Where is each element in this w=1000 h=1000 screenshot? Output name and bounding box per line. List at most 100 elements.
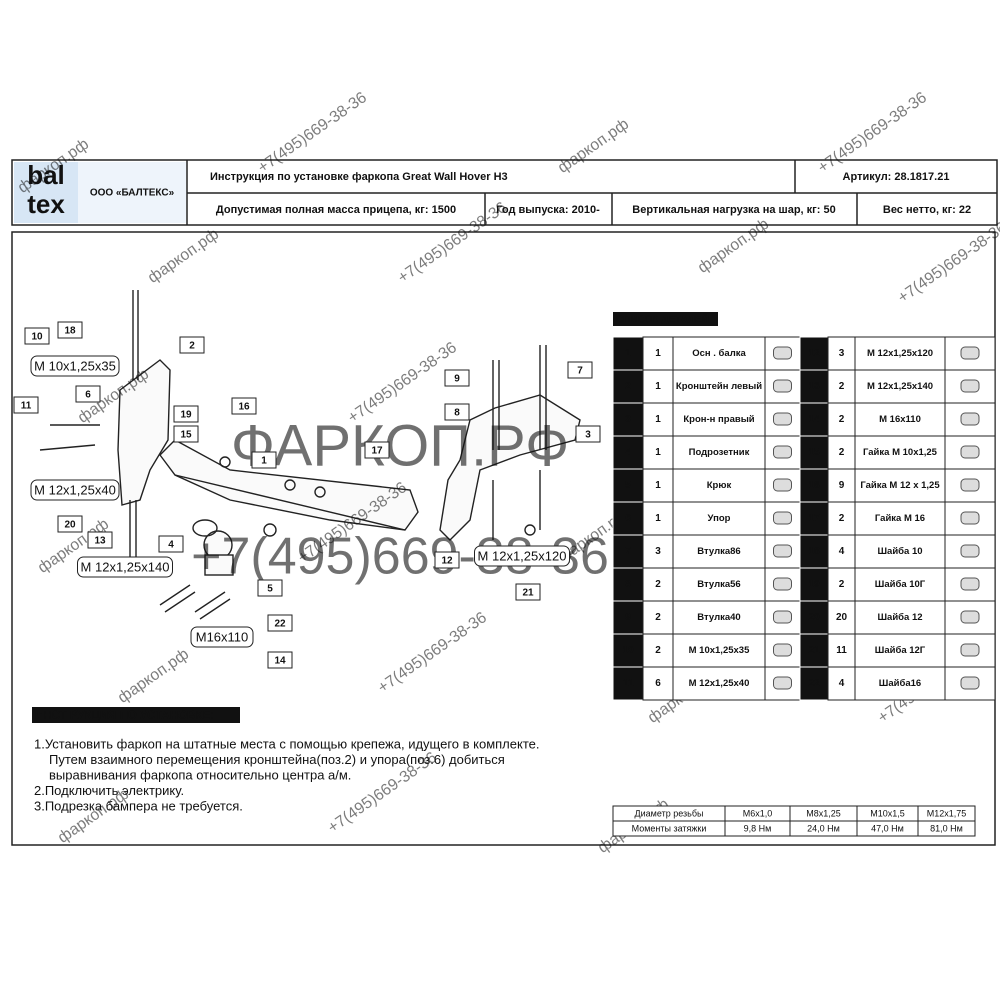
part-icon xyxy=(960,445,980,459)
part-name: Крюк xyxy=(707,480,732,491)
part-position: 3 xyxy=(625,414,631,425)
spec: Вес нетто, кг: 22 xyxy=(883,204,971,216)
part-name: Шайба 12 xyxy=(877,612,922,623)
part-quantity: 1 xyxy=(655,381,661,392)
part-quantity: 2 xyxy=(655,645,661,656)
row-cell xyxy=(642,402,801,437)
part-name: М 10х1,25х35 xyxy=(689,645,750,656)
callout-box xyxy=(251,451,277,469)
watermark: +7(495)669-38-36 xyxy=(375,609,490,697)
part-quantity: 20 xyxy=(836,612,848,623)
part-name: Втулка40 xyxy=(697,612,740,623)
pos-cell xyxy=(612,336,644,371)
part-name: Гайка М 10х1,25 xyxy=(863,447,938,458)
size-label: М 12х1,25х120 xyxy=(478,548,567,563)
instructions-heading-bg xyxy=(32,707,240,723)
part-name: Упор xyxy=(708,513,731,524)
part-quantity: 2 xyxy=(839,414,845,425)
part-position: 22 xyxy=(808,678,820,689)
part-position: 2 xyxy=(625,381,631,392)
pos-cell xyxy=(799,501,829,536)
part-icon xyxy=(773,676,792,690)
logo-text: bal xyxy=(27,160,65,190)
instruction-line: выравнивания фаркопа относительно центра… xyxy=(49,767,351,782)
part-quantity: 2 xyxy=(839,513,845,524)
watermark-big: ФАРКОП.РФ xyxy=(231,413,569,478)
callout-box xyxy=(434,551,460,569)
callout-number: 16 xyxy=(238,402,250,413)
size-label: М 12х1,25х40 xyxy=(34,482,116,497)
part-quantity: 1 xyxy=(655,513,661,524)
callout-number: 3 xyxy=(585,430,591,441)
part-position: 8 xyxy=(625,579,631,590)
part-icon xyxy=(773,445,792,459)
logo-text: tex xyxy=(27,189,65,219)
callout-number: 8 xyxy=(454,408,460,419)
part-position: 1 xyxy=(625,348,631,359)
part-icon xyxy=(960,544,980,558)
torque-text: 47,0 Нм xyxy=(871,823,904,833)
callout-box xyxy=(515,583,541,601)
torque-text: М12х1,75 xyxy=(927,808,967,818)
part-quantity: 2 xyxy=(839,447,845,458)
part-quantity: 2 xyxy=(839,381,845,392)
callout-box xyxy=(231,397,257,415)
pos-cell xyxy=(612,666,644,701)
part-icon xyxy=(773,610,792,624)
callout-box xyxy=(267,614,293,632)
callout-number: 9 xyxy=(454,374,460,385)
part-name: Гайка М 16 xyxy=(875,513,925,524)
watermark: фаркоп.рф xyxy=(145,226,222,287)
part-icon xyxy=(960,412,980,426)
callout-box xyxy=(87,531,113,549)
callout-number: 17 xyxy=(371,446,383,457)
callout-box xyxy=(57,515,83,533)
part-position: 19 xyxy=(808,579,820,590)
part-quantity: 2 xyxy=(839,579,845,590)
instruction-line: 2.Подключить электрику. xyxy=(34,783,184,798)
callout-number: 21 xyxy=(522,588,534,599)
part-icon xyxy=(960,643,980,657)
part-position: 13 xyxy=(808,381,820,392)
callout-number: 6 xyxy=(85,390,91,401)
part-position: 4 xyxy=(625,447,631,458)
part-position: 15 xyxy=(808,447,820,458)
part-name: Подрозетник xyxy=(689,447,750,458)
company-name: ООО «БАЛТЕКС» xyxy=(90,188,175,199)
part-quantity: 1 xyxy=(655,414,661,425)
part-name: М 12х1,25х140 xyxy=(867,381,933,392)
watermark: +7(495)669-38-36 xyxy=(255,89,370,177)
part-name: Шайба16 xyxy=(879,678,921,689)
watermark: +7(495)669-38-36 xyxy=(815,89,930,177)
part-name: М 12х1,25х40 xyxy=(689,678,750,689)
part-quantity: 9 xyxy=(839,480,845,491)
doc-title: Инструкция по установке фаркопа Great Wa… xyxy=(210,171,508,183)
part-position: 16 xyxy=(808,480,820,491)
logo-bg xyxy=(14,162,78,223)
watermark: фаркоп.рф xyxy=(115,646,192,707)
part-name: Втулка56 xyxy=(697,579,740,590)
instructions-heading: ИНСТ РУКЦИЯ ПО УСТАНОВКЕ: xyxy=(35,710,214,722)
part-name: Шайба 10 xyxy=(877,546,922,557)
part-icon xyxy=(773,544,792,558)
callout-box xyxy=(444,369,470,387)
callout-box xyxy=(57,321,83,339)
callout-number: 19 xyxy=(180,410,192,421)
part-name: Шайба 10Г xyxy=(875,579,926,590)
callout-box xyxy=(24,327,50,345)
callout-number: 4 xyxy=(168,540,174,551)
part-icon xyxy=(773,412,792,426)
pos-cell xyxy=(799,600,829,635)
callout-number: 22 xyxy=(274,619,286,630)
size-label-box xyxy=(77,556,173,578)
part-position: 5 xyxy=(625,480,631,491)
parts-title: СПИСОК ДЕТАЛЕЙ xyxy=(616,313,709,326)
part-icon xyxy=(960,577,980,591)
pos-cell xyxy=(612,369,644,404)
part-quantity: 3 xyxy=(655,546,661,557)
spec: Год выпуска: 2010- xyxy=(496,204,600,216)
callout-number: 5 xyxy=(267,584,273,595)
callout-box xyxy=(444,403,470,421)
part-quantity: 2 xyxy=(655,612,661,623)
